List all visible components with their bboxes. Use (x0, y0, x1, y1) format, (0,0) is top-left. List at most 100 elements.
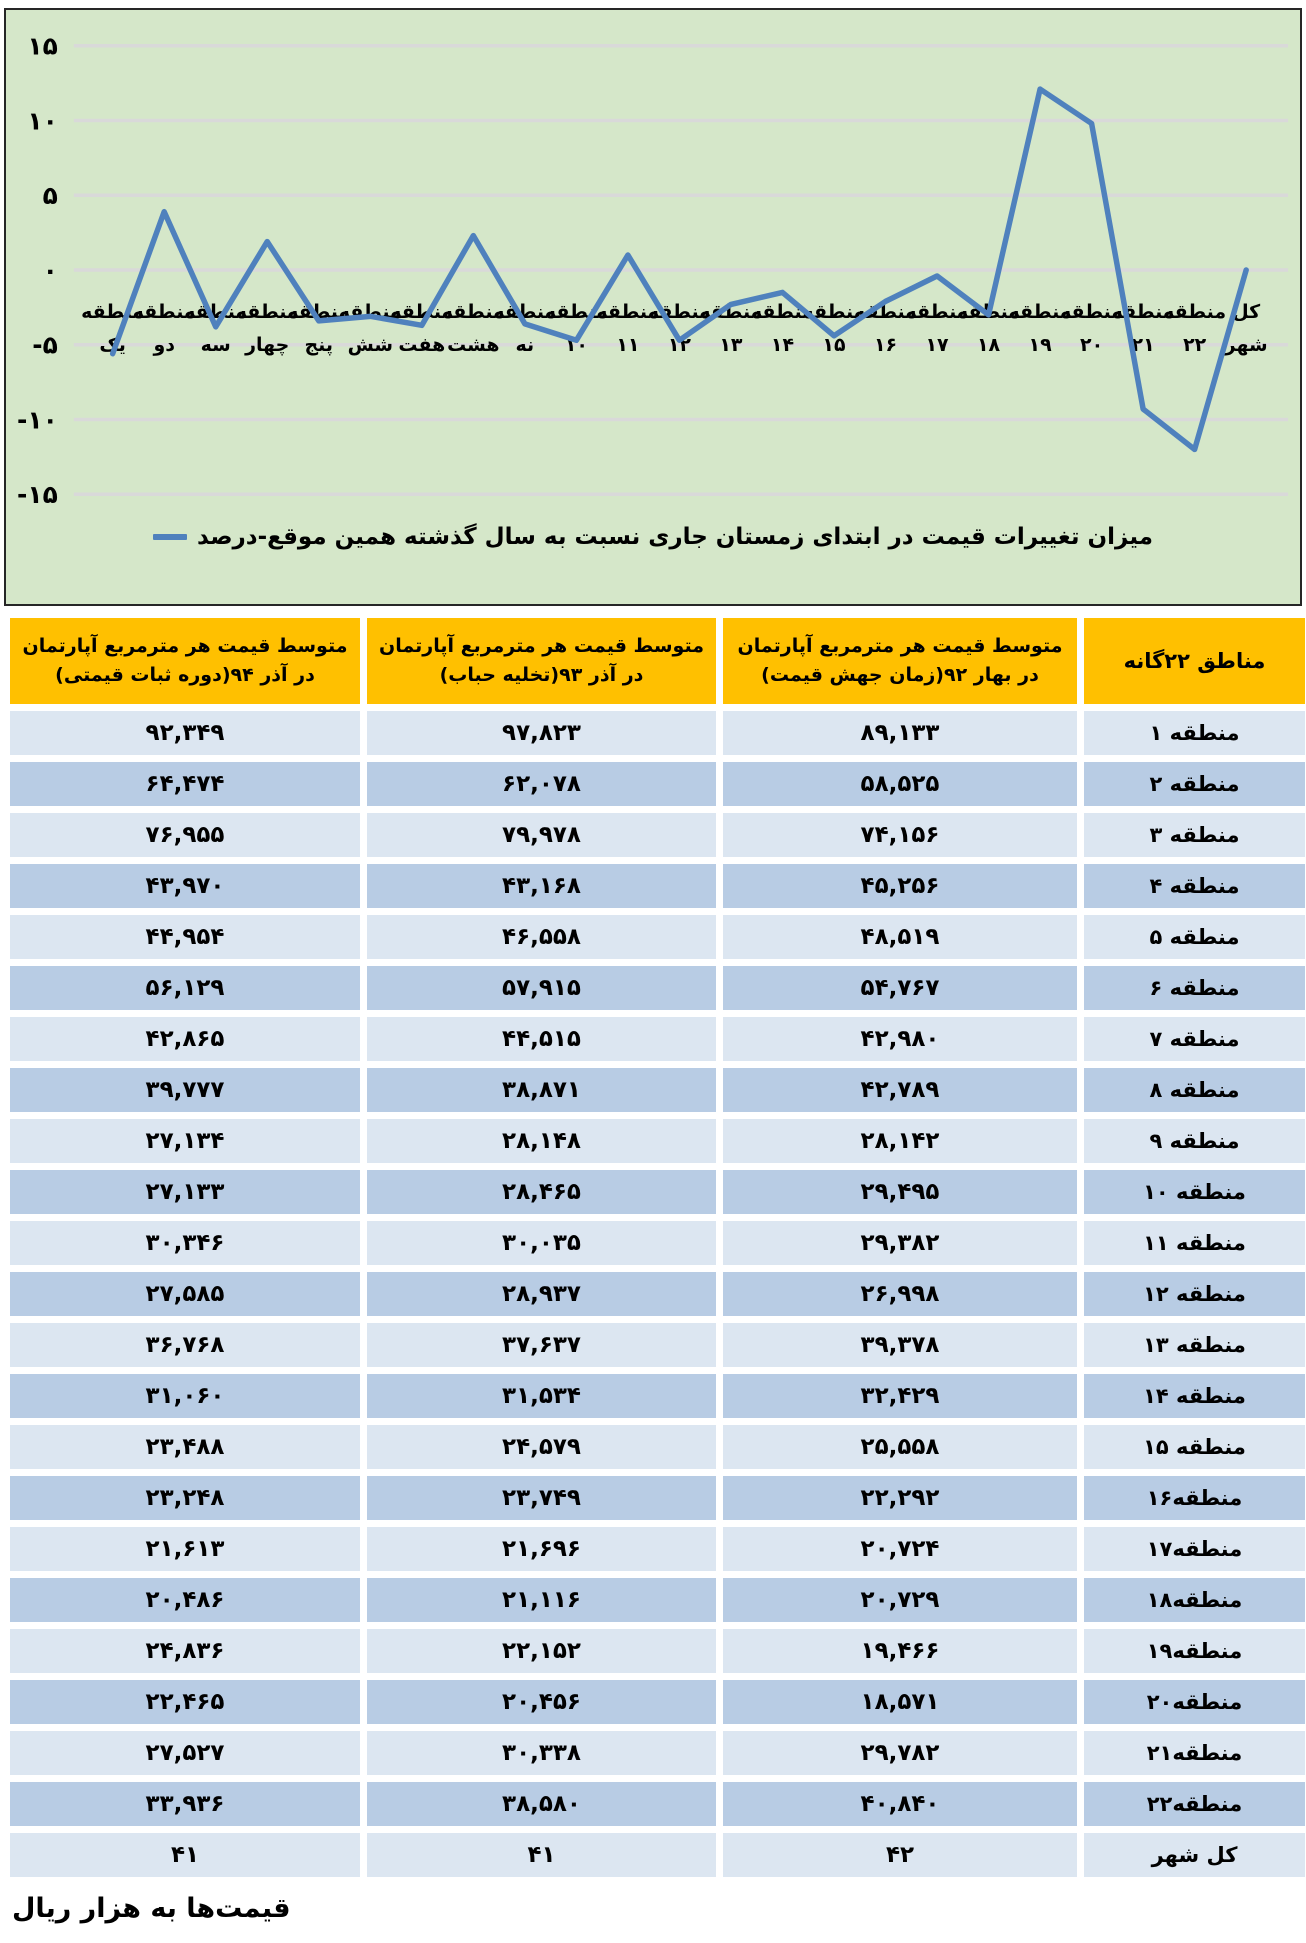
region-cell: منطقه۱۶ (1084, 1476, 1305, 1520)
azar93-value-cell: ۲۸,۱۴۸ (367, 1119, 716, 1163)
region-cell: منطقه ۱ (1084, 711, 1305, 755)
azar94-value-cell: ۳۶,۷۶۸ (10, 1323, 360, 1367)
x-axis-category-label-line1: کل (1232, 301, 1261, 323)
spring92-value-cell: ۴۵,۲۵۶ (723, 864, 1077, 908)
azar94-value-cell: ۴۲,۸۶۵ (10, 1017, 360, 1061)
legend-line-marker (153, 534, 188, 540)
spring92-value-cell: ۲۵,۵۵۸ (723, 1425, 1077, 1469)
azar93-value-cell: ۴۳,۱۶۸ (367, 864, 716, 908)
spring92-value-cell: ۵۴,۷۶۷ (723, 966, 1077, 1010)
x-axis-category-label-line2: نه (516, 334, 535, 356)
column-header-regions: مناطق ۲۲گانه (1084, 618, 1305, 704)
y-axis-tick-label: ۱۵ (27, 32, 57, 61)
x-axis-category-label-line1: منطقه (906, 301, 969, 323)
region-cell: منطقه ۱۱ (1084, 1221, 1305, 1265)
header-line: مناطق ۲۲گانه (1123, 648, 1266, 673)
x-axis-category-label-line1: منطقه (133, 301, 196, 323)
x-axis-category-label-line2: ۱۷ (925, 334, 949, 356)
x-axis-category-label-line2: ۱۵ (822, 334, 845, 356)
price-change-line-series (109, 86, 1249, 453)
azar94-value-cell: ۳۰,۳۴۶ (10, 1221, 360, 1265)
azar94-value-cell: ۴۳,۹۷۰ (10, 864, 360, 908)
x-axis-category-label-line1: منطقه (854, 301, 917, 323)
azar94-value-cell: ۵۶,۱۲۹ (10, 966, 360, 1010)
azar93-value-cell: ۴۱ (367, 1833, 716, 1877)
spring92-value-cell: ۴۲,۹۸۰ (723, 1017, 1077, 1061)
azar94-value-cell: ۴۴,۹۵۴ (10, 915, 360, 959)
spring92-value-cell: ۵۸,۵۲۵ (723, 762, 1077, 806)
line-chart-canvas: ۱۵۱۰۵۰-۵-۱۰-۱۵منطقهیکمنطقهدومنطقهسهمنطقه… (17, 32, 1289, 509)
azar93-value-cell: ۴۶,۵۵۸ (367, 915, 716, 959)
header-line: در آذر ۹۳(تخلیه حباب) (439, 664, 644, 686)
header-line: متوسط قیمت هر مترمربع آپارتمان (22, 634, 348, 657)
azar93-value-cell: ۳۰,۳۳۸ (367, 1731, 716, 1775)
header-line: در آذر ۹۴(دوره ثبات قیمتی) (55, 664, 315, 686)
spring92-value-cell: ۲۰,۷۲۹ (723, 1578, 1077, 1622)
x-axis-category-label-line2: ۱۸ (977, 334, 1001, 356)
region-cell: منطقه۱۸ (1084, 1578, 1305, 1622)
x-axis-category-label-line2: ۱۱ (616, 334, 639, 356)
y-axis-tick-label: -۱۵ (17, 480, 58, 509)
azar93-value-cell: ۲۸,۴۶۵ (367, 1170, 716, 1214)
azar93-value-cell: ۲۲,۱۵۲ (367, 1629, 716, 1673)
units-caption: قیمت‌ها به هزار ریال (12, 1893, 291, 1924)
x-axis-category-label-line2: ۱۳ (719, 334, 743, 356)
spring92-value-cell: ۸۹,۱۳۳ (723, 711, 1077, 755)
x-axis-category-label-line1: منطقه (1060, 301, 1123, 323)
azar94-value-cell: ۲۷,۱۳۳ (10, 1170, 360, 1214)
header-line: متوسط قیمت هر مترمربع آپارتمان (737, 634, 1063, 657)
x-axis-category-label-line2: پنج (305, 334, 334, 356)
region-cell: منطقه ۴ (1084, 864, 1305, 908)
azar93-value-cell: ۳۸,۵۸۰ (367, 1782, 716, 1826)
x-axis-category-label-line2: ۱۴ (771, 334, 794, 356)
region-cell: منطقه۱۹ (1084, 1629, 1305, 1673)
x-axis-category-label-line2: سه (201, 334, 231, 356)
azar93-value-cell: ۷۹,۹۷۸ (367, 813, 716, 857)
column-header-azar93: متوسط قیمت هر مترمربع آپارتمان در آذر ۹۳… (367, 618, 716, 704)
x-axis-category-label-line2: دو (152, 334, 175, 356)
x-axis-category-label-line1: منطقه (442, 301, 505, 323)
region-cell: منطقه۲۲ (1084, 1782, 1305, 1826)
x-axis-category-label-line1: منطقه (1009, 301, 1072, 323)
x-axis-category-label-line2: ۲۱ (1132, 334, 1155, 356)
spring92-value-cell: ۲۲,۲۹۲ (723, 1476, 1077, 1520)
azar93-value-cell: ۲۴,۵۷۹ (367, 1425, 716, 1469)
azar93-value-cell: ۵۷,۹۱۵ (367, 966, 716, 1010)
azar94-value-cell: ۶۴,۴۷۴ (10, 762, 360, 806)
region-cell: منطقه ۳ (1084, 813, 1305, 857)
x-axis-category-label-line1: منطقه (493, 301, 556, 323)
spring92-value-cell: ۲۹,۴۹۵ (723, 1170, 1077, 1214)
legend-label: میزان تغییرات قیمت در ابتدای زمستان جاری… (197, 524, 1153, 550)
azar94-value-cell: ۳۳,۹۳۶ (10, 1782, 360, 1826)
region-cell: منطقه ۸ (1084, 1068, 1305, 1112)
x-axis-category-label-line2: ۱۶ (874, 334, 897, 356)
spring92-value-cell: ۱۸,۵۷۱ (723, 1680, 1077, 1724)
azar93-value-cell: ۳۸,۸۷۱ (367, 1068, 716, 1112)
x-axis-category-label-line2: ۱۹ (1029, 334, 1053, 356)
region-cell: کل شهر (1084, 1833, 1305, 1877)
azar93-value-cell: ۳۷,۶۳۷ (367, 1323, 716, 1367)
x-axis-category-label-line2: ۲۰ (1080, 334, 1103, 356)
azar94-value-cell: ۴۱ (10, 1833, 360, 1877)
spring92-value-cell: ۲۰,۷۲۴ (723, 1527, 1077, 1571)
x-axis-category-label-line1: منطقه (596, 301, 659, 323)
azar93-value-cell: ۲۰,۴۵۶ (367, 1680, 716, 1724)
azar94-value-cell: ۲۷,۵۸۵ (10, 1272, 360, 1316)
spring92-value-cell: ۳۹,۳۷۸ (723, 1323, 1077, 1367)
spring92-value-cell: ۴۲ (723, 1833, 1077, 1877)
x-axis-category-label-line1: منطقه (802, 301, 865, 323)
chart-legend: میزان تغییرات قیمت در ابتدای زمستان جاری… (6, 524, 1300, 550)
spring92-value-cell: ۴۸,۵۱۹ (723, 915, 1077, 959)
azar94-value-cell: ۲۰,۴۸۶ (10, 1578, 360, 1622)
spring92-value-cell: ۳۲,۴۲۹ (723, 1374, 1077, 1418)
azar94-value-cell: ۳۱,۰۶۰ (10, 1374, 360, 1418)
x-axis-category-label-line2: هفت (398, 334, 445, 356)
price-table: مناطق ۲۲گانه متوسط قیمت هر مترمربع آپارت… (10, 618, 1305, 1877)
region-cell: منطقه ۱۴ (1084, 1374, 1305, 1418)
x-axis-category-label-line1: منطقه (236, 301, 299, 323)
azar93-value-cell: ۲۱,۶۹۶ (367, 1527, 716, 1571)
spring92-value-cell: ۲۶,۹۹۸ (723, 1272, 1077, 1316)
column-header-spring92: متوسط قیمت هر مترمربع آپارتمان در بهار ۹… (723, 618, 1077, 704)
y-axis-tick-label: ۱۰ (27, 106, 57, 135)
header-line: متوسط قیمت هر مترمربع آپارتمان (379, 634, 704, 657)
